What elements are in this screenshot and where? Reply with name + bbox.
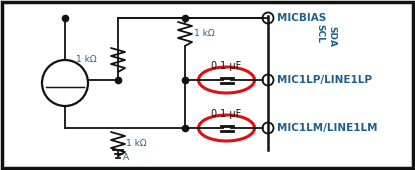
Text: SDA: SDA: [327, 26, 337, 47]
Text: 0.1 μF: 0.1 μF: [211, 61, 242, 71]
Text: A: A: [123, 153, 129, 162]
Text: 0.1 μF: 0.1 μF: [211, 109, 242, 119]
Text: MIC1LM/LINE1LM: MIC1LM/LINE1LM: [277, 123, 378, 133]
Text: 1 kΩ: 1 kΩ: [76, 55, 97, 64]
Text: 1 kΩ: 1 kΩ: [126, 140, 146, 149]
Text: MICBIAS: MICBIAS: [277, 13, 326, 23]
Text: SCL: SCL: [315, 24, 325, 42]
Text: 1 kΩ: 1 kΩ: [194, 30, 215, 38]
Text: MIC1LP/LINE1LP: MIC1LP/LINE1LP: [277, 75, 372, 85]
